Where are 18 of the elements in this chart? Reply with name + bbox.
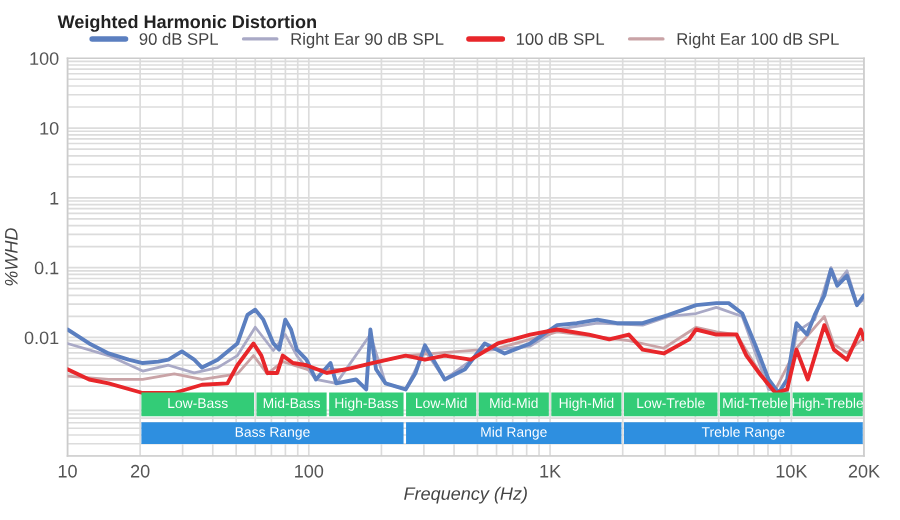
x-tick-label: 1K	[540, 465, 561, 478]
x-tick-label: 20K	[848, 464, 880, 478]
legend-label: Right Ear 90 dB SPL	[291, 32, 444, 49]
y-tick-label: 0.1	[34, 261, 59, 275]
x-tick-label: 20	[131, 464, 150, 478]
x-axis-title: Frequency (Hz)	[404, 486, 527, 504]
chart-title: Weighted Harmonic Distortion	[57, 14, 316, 32]
x-tick-label: 10	[58, 464, 77, 478]
x-tick-label: 100	[295, 464, 324, 478]
y-tick-label: 10	[40, 121, 59, 135]
y-tick-label: 100	[30, 52, 59, 65]
y-tick-label: 1	[50, 191, 59, 205]
y-axis-title: %WHD	[4, 228, 18, 286]
legend-label: 90 dB SPL	[139, 32, 218, 45]
x-tick-label: 10K	[776, 464, 808, 478]
y-tick-label: 0.01	[24, 331, 59, 345]
legend-label: Right Ear 100 dB SPL	[677, 32, 839, 49]
legend-label: 100 dB SPL	[516, 32, 605, 45]
